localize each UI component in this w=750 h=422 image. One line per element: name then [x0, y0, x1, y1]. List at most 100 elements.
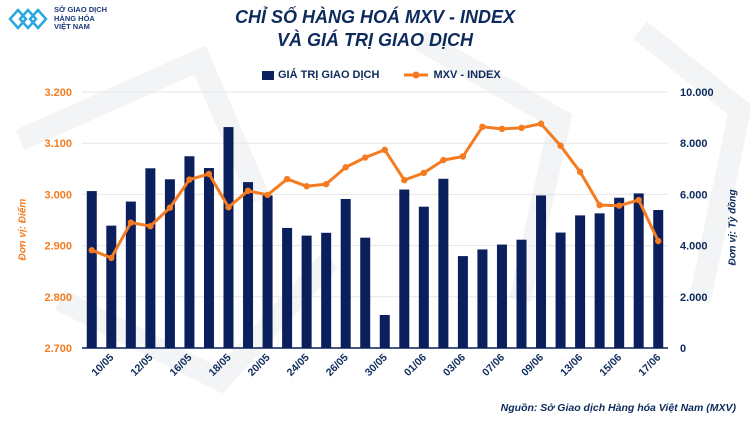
x-tick-label: 26/05 [324, 352, 351, 379]
logo: SỞ GIAO DỊCH HÀNG HÓA VIỆT NAM [8, 6, 107, 32]
bar [379, 314, 390, 348]
title-line1: CHỈ SỐ HÀNG HOÁ MXV - INDEX [234, 7, 516, 27]
index-point [108, 254, 115, 262]
legend-line-label: MXV - INDEX [433, 69, 501, 81]
bar [536, 195, 547, 348]
bar [360, 237, 371, 348]
x-tick-label: 18/05 [207, 352, 234, 379]
legend-line-swatch [404, 71, 429, 79]
bar [418, 206, 429, 348]
right-tick-label: 6.000 [680, 189, 708, 201]
index-point [498, 125, 506, 133]
bar [86, 191, 97, 348]
index-point [303, 183, 310, 190]
x-tick-label: 07/06 [480, 352, 507, 379]
x-tick-label: 17/06 [636, 352, 663, 379]
bar [457, 256, 468, 348]
index-point [615, 202, 623, 209]
bar [555, 232, 566, 348]
bar [164, 179, 175, 348]
index-point [420, 169, 428, 177]
left-tick-label: 2.800 [44, 292, 72, 304]
index-line [91, 122, 660, 260]
bar [614, 197, 625, 348]
index-point [225, 204, 232, 211]
left-tick-label: 3.200 [44, 87, 72, 99]
bar [262, 195, 273, 348]
x-tick-label: 03/06 [441, 352, 468, 379]
bar [653, 210, 664, 348]
legend-item-line: MXV - INDEX [403, 69, 501, 81]
bar [321, 232, 332, 348]
logo-mark-icon [8, 8, 48, 30]
logo-line2: HÀNG HÓA [54, 13, 95, 23]
x-tick-label: 15/06 [597, 352, 624, 379]
index-point [264, 191, 271, 199]
index-point [655, 237, 662, 245]
left-tick-label: 2.900 [44, 241, 72, 253]
x-tick-label: 09/06 [519, 352, 546, 379]
index-point [88, 247, 95, 254]
index-point [186, 176, 193, 183]
x-tick-label: 01/06 [402, 352, 429, 379]
legend-bar-swatch [262, 70, 274, 80]
index-point [479, 123, 486, 131]
index-point [244, 187, 252, 195]
bar [477, 249, 488, 348]
bar [145, 168, 156, 348]
logo-line3: VIỆT NAM [54, 22, 90, 32]
x-tick-label: 13/06 [558, 352, 585, 379]
index-point [576, 168, 584, 176]
index-point [283, 175, 291, 183]
bar [340, 199, 351, 348]
source-note: Nguồn: Sở Giao dịch Hàng hóa Việt Nam (M… [500, 402, 736, 414]
bar [184, 156, 195, 348]
bar [516, 239, 527, 348]
index-point [322, 180, 330, 188]
index-point [127, 219, 135, 226]
bar [203, 168, 214, 348]
index-point [518, 124, 525, 132]
logo-line1: SỞ GIAO DỊCH [54, 5, 108, 15]
bar [399, 189, 410, 348]
index-point [166, 204, 174, 211]
bar [575, 215, 586, 348]
x-tick-label: 24/05 [285, 352, 312, 379]
x-tick-label: 30/05 [363, 352, 390, 379]
x-tick-label: 16/05 [167, 352, 194, 379]
title-line2: VÀ GIÁ TRỊ GIAO DỊCH [276, 30, 473, 50]
x-tick-label: 20/05 [246, 352, 273, 379]
bar [243, 182, 254, 348]
legend-bar-label: GIÁ TRỊ GIAO DỊCH [278, 69, 380, 81]
index-point [537, 120, 545, 127]
index-point [401, 176, 408, 184]
left-tick-label: 3.000 [44, 189, 72, 201]
index-point [342, 164, 349, 171]
index-point [205, 170, 213, 178]
bar [106, 225, 117, 348]
index-point [147, 222, 154, 230]
right-tick-label: 0 [680, 343, 686, 355]
bar [223, 127, 234, 349]
legend-item-bar: GIÁ TRỊ GIAO DỊCH [262, 69, 379, 81]
index-point [362, 154, 369, 161]
index-point [381, 146, 388, 154]
bar [301, 235, 312, 348]
left-tick-label: 2.700 [44, 343, 72, 355]
index-point [440, 156, 447, 164]
index-point [635, 196, 642, 204]
right-tick-label: 10.000 [680, 87, 714, 99]
index-point [557, 142, 564, 149]
bar [438, 178, 449, 348]
chart-title: CHỈ SỐ HÀNG HOÁ MXV - INDEX VÀ GIÁ TRỊ G… [0, 6, 750, 52]
bar [125, 201, 136, 348]
right-tick-label: 2.000 [680, 292, 708, 304]
bar [633, 193, 644, 348]
right-tick-label: 8.000 [680, 138, 708, 150]
bar [594, 213, 605, 348]
x-tick-label: 12/05 [128, 352, 155, 379]
legend: GIÁ TRỊ GIAO DỊCH MXV - INDEX [262, 69, 501, 81]
bar [496, 244, 507, 348]
index-point [459, 153, 467, 160]
